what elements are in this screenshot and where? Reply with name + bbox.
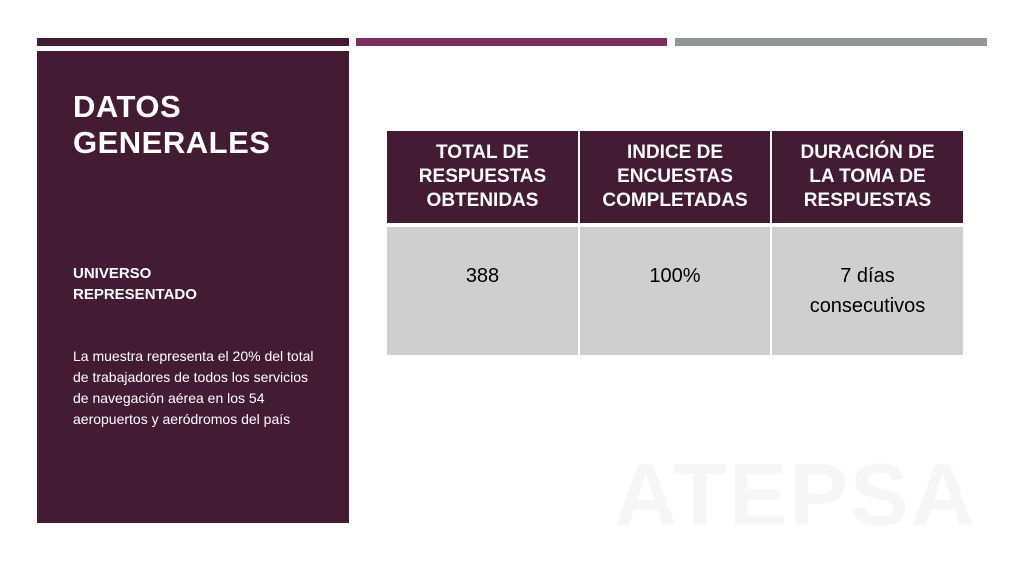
cell-text: consecutivos: [809, 295, 926, 317]
header-total-respuestas: TOTAL DE RESPUESTAS OBTENIDAS: [387, 131, 580, 225]
accent-bar-dark: [37, 38, 349, 46]
header-text: INDICE DE: [626, 142, 724, 163]
accent-bar-magenta: [356, 38, 667, 46]
cell-indice-encuestas: 100%: [579, 223, 772, 355]
table-row: 388 100% 7 días consecutivos: [387, 223, 963, 355]
header-text: COMPLETADAS: [602, 190, 748, 211]
slide-subtitle-line2: REPRESENTADO: [73, 286, 197, 303]
header-text: OBTENIDAS: [426, 190, 539, 211]
cell-duracion: 7 días consecutivos: [771, 223, 963, 355]
slide-description: La muestra representa el 20% del total d…: [73, 348, 314, 427]
slide-title-line2: GENERALES: [73, 125, 271, 160]
slide-subtitle: UNIVERSO REPRESENTADO: [73, 263, 313, 305]
header-duracion: DURACIÓN DE LA TOMA DE RESPUESTAS: [771, 131, 963, 225]
header-text: DURACIÓN DE: [800, 142, 935, 163]
cell-text: 388: [465, 265, 500, 287]
slide-title: DATOS GENERALES: [73, 89, 333, 161]
header-text: TOTAL DE: [436, 142, 529, 163]
accent-bar-gray: [675, 38, 987, 46]
header-text: ENCUESTAS: [617, 166, 733, 187]
side-panel: DATOS GENERALES UNIVERSO REPRESENTADO La…: [37, 51, 349, 523]
slide-subtitle-line1: UNIVERSO: [73, 265, 152, 282]
cell-text: 100%: [649, 265, 701, 287]
atepsa-watermark: ATEPSA: [614, 450, 977, 540]
cell-total-respuestas: 388: [387, 223, 580, 355]
cell-text: 7 días: [840, 265, 895, 287]
table-header-row: TOTAL DE RESPUESTAS OBTENIDAS INDICE DE …: [387, 131, 963, 225]
header-indice-encuestas: INDICE DE ENCUESTAS COMPLETADAS: [579, 131, 772, 225]
header-text: RESPUESTAS: [803, 190, 932, 211]
slide-title-line1: DATOS: [73, 89, 182, 124]
header-text: LA TOMA DE: [809, 166, 926, 187]
header-text: RESPUESTAS: [418, 166, 547, 187]
summary-table: TOTAL DE RESPUESTAS OBTENIDAS INDICE DE …: [387, 131, 963, 355]
